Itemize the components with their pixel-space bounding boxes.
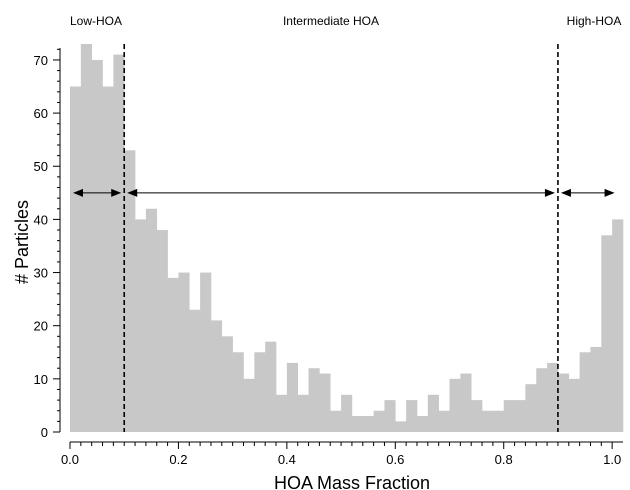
region-arrows <box>73 188 615 197</box>
histogram-bar <box>200 272 212 432</box>
histogram-bar <box>449 378 461 432</box>
histogram-bar <box>189 309 201 432</box>
histogram-bar <box>492 410 505 432</box>
histogram-bar <box>232 352 244 432</box>
region-dividers <box>123 44 559 432</box>
histogram-bar <box>471 400 483 432</box>
histogram-bar <box>547 362 559 432</box>
histogram-bar <box>308 368 320 432</box>
region-label-high: High-HOA <box>567 14 622 28</box>
region-label-low: Low-HOA <box>70 14 122 28</box>
y-tick-label: 40 <box>34 212 48 227</box>
histogram-bar <box>395 421 407 432</box>
region-arrowhead-right <box>604 188 615 197</box>
histogram-bar <box>167 277 179 432</box>
y-tick-label: 60 <box>34 106 48 121</box>
x-tick-label: 0.4 <box>278 452 296 467</box>
histogram-bar <box>178 272 190 432</box>
histogram-bar <box>319 373 331 432</box>
region-arrowhead-left <box>73 188 83 197</box>
histogram-bar <box>416 416 429 432</box>
histogram-bar <box>438 410 450 432</box>
y-axis-title: # Particles <box>12 200 32 284</box>
x-tick-label: 0.8 <box>495 452 513 467</box>
histogram-bar <box>568 378 580 432</box>
region-arrowhead-right <box>111 188 122 197</box>
region-arrowhead-right <box>544 188 555 197</box>
histogram-bar <box>70 86 82 433</box>
histogram-bar <box>221 336 233 432</box>
histogram-bar <box>460 373 472 432</box>
x-tick-label: 0.0 <box>61 452 79 467</box>
y-tick-label: 70 <box>34 53 48 68</box>
region-arrowhead-left <box>127 188 138 197</box>
histogram-bar <box>265 341 277 432</box>
x-tick-label: 0.2 <box>169 452 187 467</box>
histogram-bar <box>341 394 353 432</box>
histogram-bar <box>362 416 374 432</box>
histogram-bar <box>156 230 168 432</box>
histogram-bar <box>482 410 494 432</box>
histogram-bar <box>384 400 396 432</box>
histogram-bar <box>135 219 147 432</box>
y-axis-ticks: 0 10 20 30 40 50 60 70 <box>34 48 60 440</box>
y-tick-label: 10 <box>34 372 48 387</box>
histogram-bar <box>80 44 92 432</box>
y-tick-label: 20 <box>34 319 48 334</box>
x-axis-ticks: 0.0 0.2 0.4 0.6 0.8 1.0 <box>61 442 621 467</box>
y-tick-label: 0 <box>41 425 48 440</box>
histogram-bar <box>373 410 385 432</box>
histogram-bar <box>297 394 309 432</box>
x-tick-label: 1.0 <box>603 452 621 467</box>
histogram-bar <box>91 59 103 432</box>
histogram-bar <box>612 219 624 432</box>
histogram-bar <box>276 394 288 432</box>
histogram-bar <box>579 352 591 432</box>
histogram-bar <box>243 378 255 432</box>
histogram-bar <box>145 208 158 432</box>
histogram-bar <box>406 400 418 432</box>
region-label-intermediate: Intermediate HOA <box>283 14 379 28</box>
histogram-bar <box>514 400 526 432</box>
histogram-bar <box>102 86 114 433</box>
region-arrowhead-left <box>560 188 571 197</box>
histogram-bars <box>70 44 624 433</box>
histogram-bar <box>351 416 364 432</box>
histogram-bar <box>113 54 125 432</box>
x-tick-label: 0.6 <box>386 452 404 467</box>
y-tick-label: 30 <box>34 266 48 281</box>
histogram-bar <box>330 410 342 432</box>
histogram-bar <box>536 368 548 432</box>
histogram-bar <box>427 394 439 432</box>
histogram-bar <box>503 400 515 432</box>
histogram-bar <box>525 384 537 432</box>
histogram-bar <box>210 320 223 432</box>
y-tick-label: 50 <box>34 159 48 174</box>
histogram-bar <box>590 346 602 432</box>
histogram-bar <box>124 150 136 433</box>
histogram-bar <box>286 362 298 432</box>
histogram-bar <box>254 352 266 432</box>
histogram-bar <box>557 373 570 432</box>
histogram-bar <box>601 235 613 432</box>
x-axis-title: HOA Mass Fraction <box>274 473 430 490</box>
